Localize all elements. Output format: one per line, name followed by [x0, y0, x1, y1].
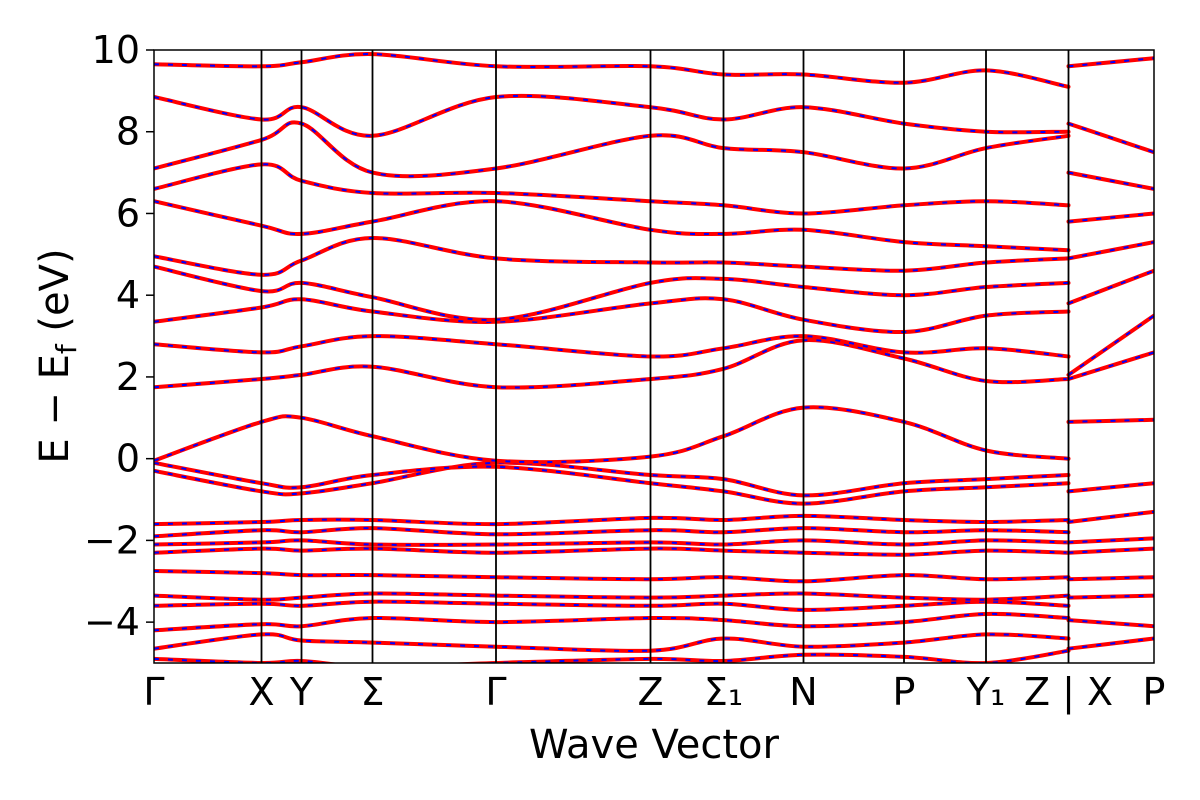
y-axis-label: E − Ef (eV): [32, 248, 83, 463]
y-tick-label: 4: [116, 273, 140, 317]
band-line-overlay-17: [154, 236, 1069, 276]
band-line-overlay-16: [154, 265, 1069, 321]
band-line-1: [154, 632, 1071, 653]
y-tick-label: 8: [116, 110, 140, 154]
band-line-2: [154, 611, 1071, 633]
band-line-overlay-7: [154, 539, 1069, 546]
band-line-19: [154, 162, 1071, 216]
x-tick-label: Σ₁: [704, 670, 743, 714]
y-axis-label-subscript: f: [50, 343, 83, 354]
x-tick-label: X: [248, 670, 274, 714]
band-line-overlay-20: [154, 121, 1069, 178]
band-line-overlay-11: [154, 461, 1069, 505]
band-line-overlay-35: [1068, 241, 1154, 260]
band-line-overlay-14: [154, 335, 1069, 358]
band-line-16: [154, 264, 1071, 322]
band-line-overlay-19: [154, 163, 1069, 215]
x-tick-label: P: [893, 670, 916, 714]
band-line-overlay-15: [154, 297, 1069, 334]
band-line-0: [154, 648, 1071, 663]
band-line-overlay-31: [1068, 418, 1154, 423]
band-line-18: [154, 199, 1071, 253]
x-tick-label: Γ: [143, 670, 164, 714]
band-line-overlay-0: [154, 649, 1069, 663]
band-line-overlay-39: [1068, 57, 1154, 68]
band-line-overlay-36: [1068, 212, 1154, 223]
band-line-14: [154, 334, 1071, 359]
y-tick-label: 2: [116, 355, 140, 399]
x-axis-label: Wave Vector: [529, 722, 780, 768]
band-line-7: [154, 538, 1071, 547]
band-line-overlay-3: [154, 600, 1069, 611]
band-line-overlay-29: [1068, 510, 1154, 523]
band-line-3: [154, 599, 1071, 612]
band-line-overlay-26: [1068, 576, 1154, 581]
band-line-5: [154, 569, 1071, 584]
band-line-overlay-27: [1068, 547, 1154, 554]
plot-frame: [153, 49, 1155, 664]
band-line-overlay-34: [1068, 269, 1154, 305]
x-tick-label: P: [1143, 670, 1166, 714]
band-line-4: [154, 591, 1071, 602]
band-line-overlay-32: [1068, 351, 1154, 380]
x-tick-label: Z: [637, 670, 663, 714]
band-line-overlay-5: [154, 570, 1069, 583]
band-line-20: [154, 120, 1071, 179]
x-tick-label: Y₁: [966, 670, 1005, 714]
y-tick-label: −4: [84, 600, 140, 644]
x-tick-label: Σ: [360, 670, 384, 714]
band-line-overlay-22: [154, 53, 1069, 88]
band-line-overlay-24: [1068, 619, 1154, 628]
y-tick-label: 0: [116, 437, 140, 481]
band-line-overlay-4: [154, 592, 1069, 601]
band-line-overlay-25: [1068, 594, 1154, 599]
band-line-overlay-30: [1068, 482, 1154, 493]
x-axis-ticks: Γ X Y Σ Γ Z Σ₁ N P Y₁ Z | X P: [143, 670, 1165, 715]
band-line-overlay-8: [154, 527, 1069, 538]
band-line-overlay-38: [1068, 122, 1154, 154]
band-line-overlay-12: [154, 406, 1069, 464]
bands-layer: [154, 52, 1154, 663]
band-line-overlay-6: [154, 547, 1069, 556]
band-line-33: [1066, 313, 1154, 377]
band-line-overlay-13: [154, 339, 1069, 389]
y-tick-label: 10: [92, 28, 140, 72]
band-line-8: [154, 526, 1071, 539]
band-line-22: [154, 52, 1071, 89]
x-tick-label: Γ: [485, 670, 506, 714]
band-line-overlay-10: [154, 461, 1069, 497]
y-axis-ticks: −4 −2 0 2 4 6 8 10: [84, 28, 154, 644]
band-line-overlay-37: [1068, 171, 1154, 190]
y-tick-label: −2: [84, 518, 140, 562]
y-tick-label: 6: [116, 191, 140, 235]
band-line-15: [154, 296, 1071, 335]
band-line-9: [154, 513, 1071, 527]
band-line-6: [154, 546, 1071, 557]
band-line-overlay-28: [1068, 537, 1154, 544]
band-line-overlay-21: [154, 94, 1069, 137]
band-line-overlay-2: [154, 612, 1069, 632]
band-line-overlay-1: [154, 633, 1069, 652]
y-axis-label-unit: (eV): [32, 248, 78, 344]
kpath-separators: [260, 50, 1070, 663]
y-axis-label-main: E − E: [32, 354, 78, 464]
band-line-overlay-9: [154, 514, 1069, 526]
band-line-overlay-18: [154, 200, 1069, 252]
x-tick-label: Z | X: [1024, 670, 1113, 715]
x-tick-label: Y: [289, 670, 314, 714]
band-line-overlay-23: [1068, 637, 1154, 650]
x-tick-label: N: [789, 670, 817, 714]
